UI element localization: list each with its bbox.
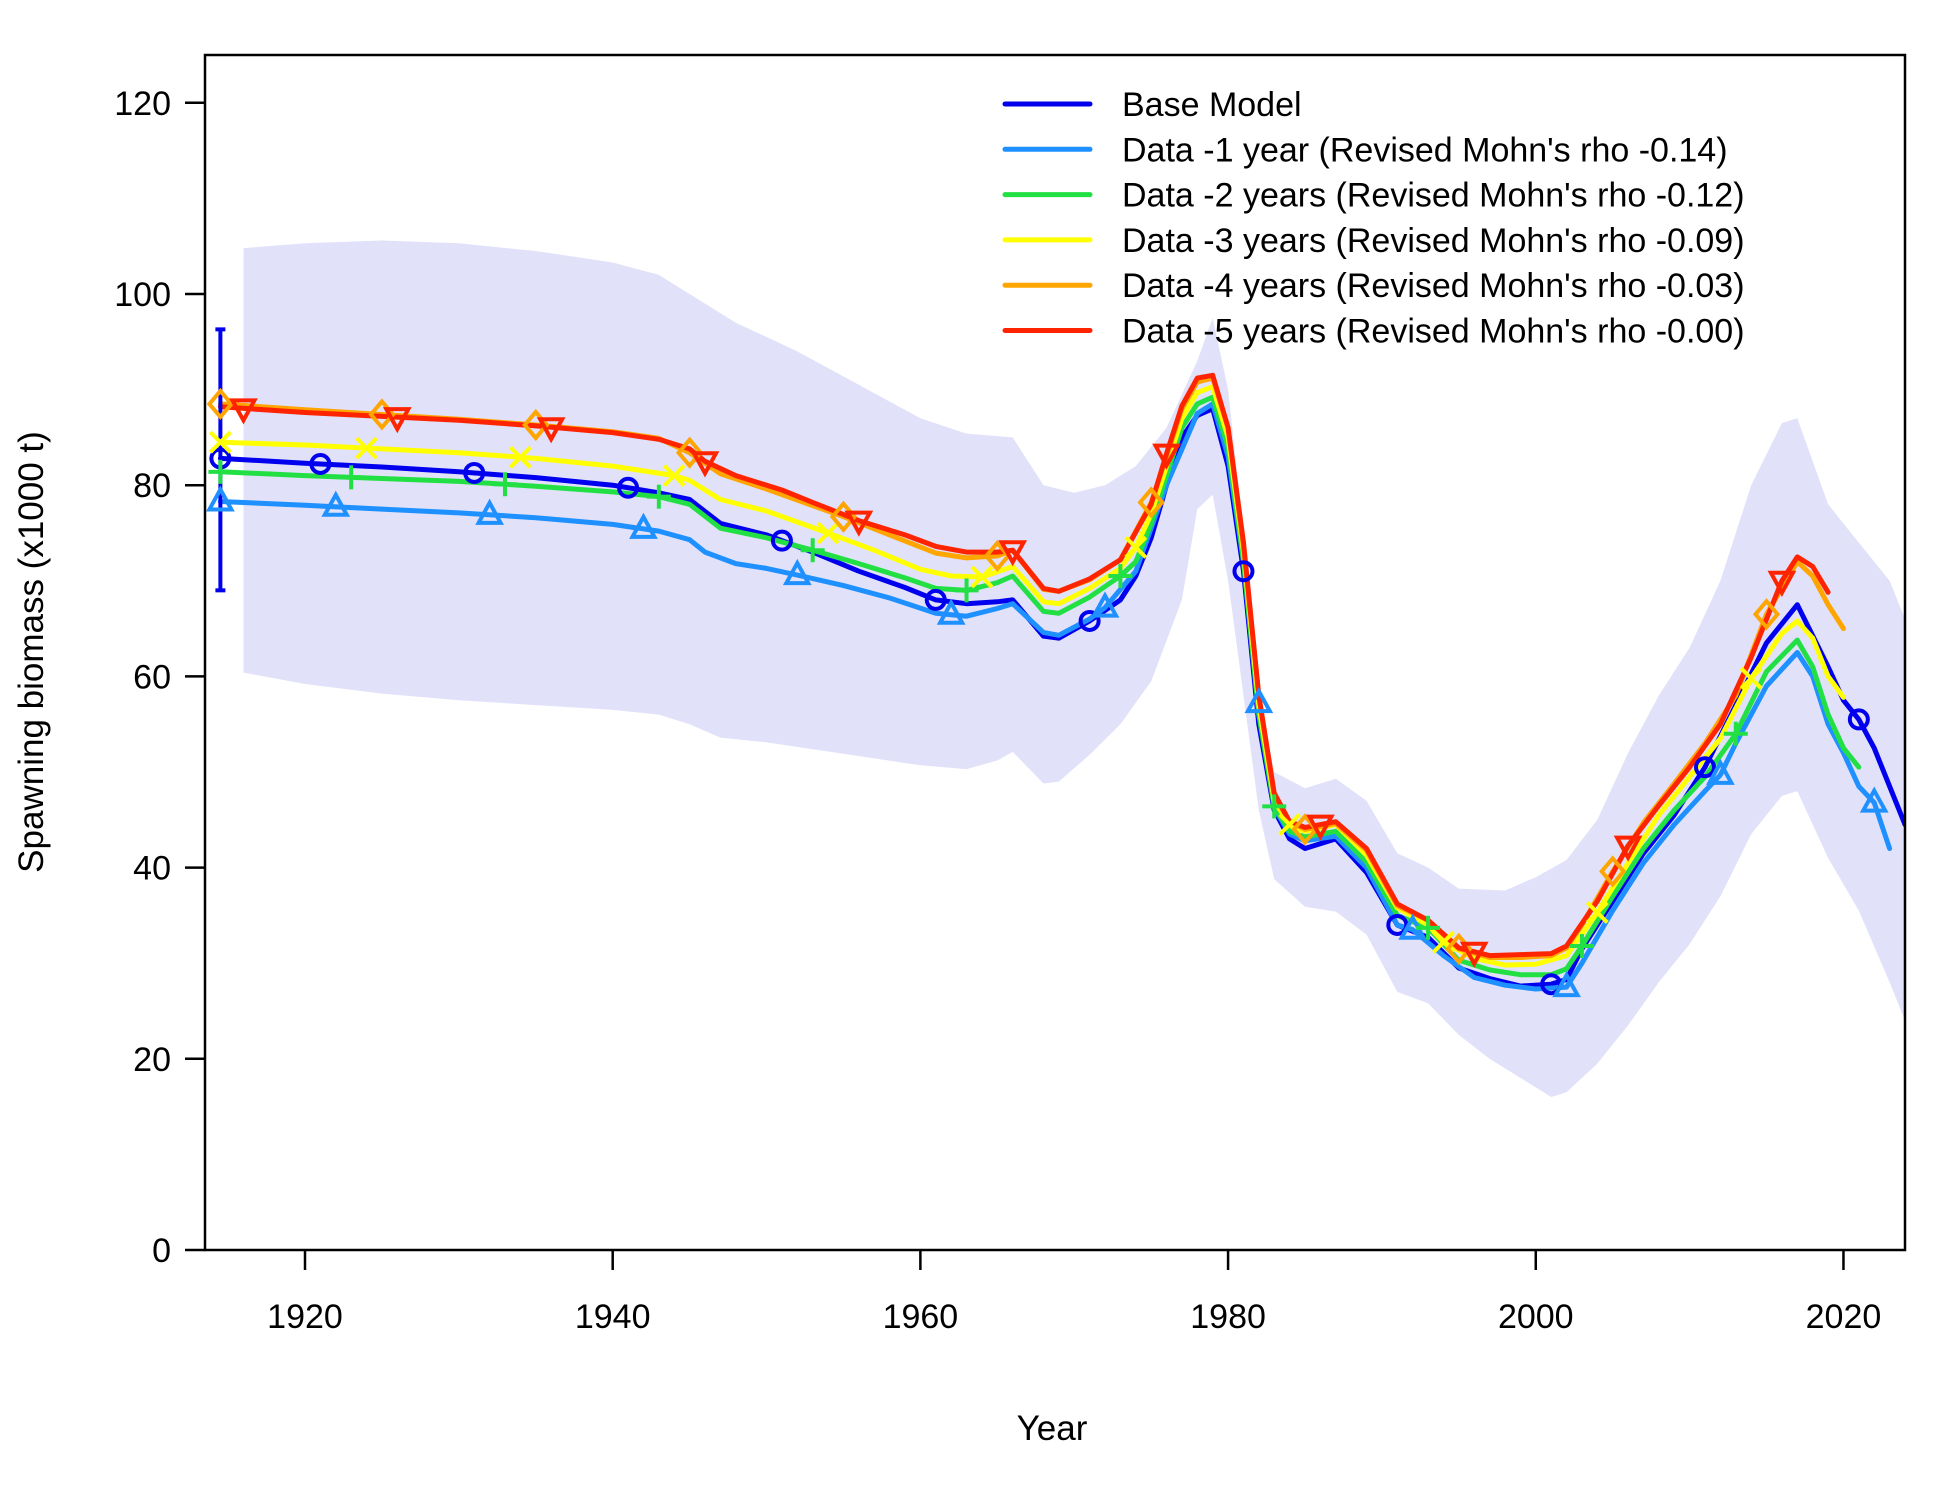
- series-2-marker-5: [954, 578, 979, 603]
- series-3-marker-1-b: [355, 436, 378, 460]
- series-0-marker-6: [1078, 609, 1101, 632]
- y-tick-label-6: 120: [114, 85, 171, 123]
- series-3-marker-5: [970, 565, 994, 589]
- series-1-marker-7: [1244, 687, 1274, 714]
- series-3-marker-6: [1124, 535, 1148, 559]
- y-tick-label-2: 40: [133, 850, 171, 888]
- series-1-marker-9: [1552, 970, 1581, 998]
- series-0-marker-2: [463, 461, 486, 484]
- series-1-marker-1: [321, 490, 351, 517]
- series-1-marker-3: [629, 512, 658, 539]
- legend-label-4: Data -4 years (Revised Mohn's rho -0.03): [1122, 267, 1745, 305]
- series-4-marker-9: [1599, 855, 1627, 888]
- series-5-marker-6: [1152, 443, 1181, 470]
- legend: Base Model Data -1 year (Revised Mohn's r…: [1002, 86, 1745, 351]
- series-3-marker-0-b: [208, 430, 232, 454]
- series-5-marker-3: [690, 451, 720, 478]
- series-3-marker-5-b: [970, 565, 994, 589]
- series-1-marker-6: [1090, 591, 1120, 618]
- series-4-marker-0: [206, 387, 235, 421]
- series-3-marker-4-b: [816, 521, 840, 545]
- series-3-marker-0: [208, 430, 232, 454]
- series-2-marker-10: [1723, 721, 1748, 746]
- series-markers-layer: [206, 327, 1889, 998]
- series-4-marker-10: [1752, 598, 1781, 631]
- legend-label-1: Data -1 year (Revised Mohn's rho -0.14): [1122, 131, 1728, 169]
- x-tick-label-5: 2020: [1806, 1298, 1882, 1336]
- series-2-marker-1: [339, 465, 364, 490]
- series-3-marker-2-b: [508, 445, 532, 469]
- series-5-marker-2: [536, 417, 566, 444]
- y-tick-label-5: 100: [114, 276, 171, 314]
- axes-layer: 0 20 40 60 80 100 120 1920 1940 1960 1980 2000 2020: [114, 85, 1881, 1336]
- series-3-marker-2: [508, 445, 532, 469]
- series-3-marker-3-b: [662, 464, 686, 488]
- series-0-marker-11: [1847, 708, 1870, 731]
- series-5-marker-10: [1767, 570, 1797, 597]
- series-0-marker-8: [1386, 913, 1409, 936]
- series-2-marker-9: [1569, 933, 1594, 958]
- x-tick-label-4: 2000: [1498, 1298, 1574, 1336]
- series-5-marker-8: [1459, 941, 1489, 968]
- legend-label-2: Data -2 years (Revised Mohn's rho -0.12): [1122, 177, 1745, 215]
- series-line-5: [217, 372, 1831, 959]
- series-2-marker-0: [208, 459, 233, 484]
- series-4-marker-3: [675, 436, 704, 469]
- uncertainty-band-layer: [243, 240, 1905, 1097]
- series-5-marker-4: [844, 510, 874, 537]
- series-line-2: [217, 394, 1862, 978]
- series-1-marker-4: [782, 558, 812, 586]
- series-1-marker-2: [475, 498, 504, 525]
- series-5-marker-1: [382, 407, 412, 434]
- series-5-marker-0: [229, 398, 258, 425]
- series-3-marker-9: [1585, 901, 1609, 924]
- series-3-marker-10: [1739, 666, 1763, 690]
- series-2-marker-2: [493, 472, 517, 497]
- series-1-marker-5: [936, 598, 966, 625]
- series-0-marker-10: [1694, 756, 1716, 779]
- series-3-marker-6-b: [1124, 535, 1148, 559]
- x-axis-title: Year: [1017, 1409, 1088, 1448]
- series-3-marker-1: [355, 436, 378, 460]
- x-tick-label-2: 1960: [883, 1298, 959, 1336]
- x-tick-label-3: 1980: [1190, 1298, 1266, 1336]
- series-1-marker-10: [1706, 758, 1735, 785]
- y-tick-label-4: 80: [133, 467, 171, 505]
- series-3-marker-3: [662, 464, 686, 488]
- y-tick-label-0: 0: [152, 1232, 171, 1270]
- series-3-marker-7-b: [1278, 813, 1302, 836]
- series-3-marker-9-b: [1585, 901, 1609, 924]
- series-1-marker-0: [206, 485, 235, 512]
- series-2-marker-4: [800, 538, 825, 563]
- series-5-marker-7: [1306, 814, 1335, 841]
- series-0-marker-3: [617, 476, 640, 499]
- y-tick-label-1: 20: [133, 1041, 171, 1079]
- series-2-marker-7: [1262, 794, 1287, 819]
- series-0-marker-5: [924, 588, 947, 611]
- series-line-3: [217, 384, 1846, 968]
- uncertainty-band: [243, 240, 1905, 1097]
- series-3-marker-10-b: [1739, 666, 1763, 690]
- series-2-marker-8: [1416, 915, 1441, 940]
- series-0-marker-4: [770, 529, 793, 552]
- series-3-marker-8-b: [1432, 930, 1455, 954]
- series-1-marker-11: [1859, 786, 1889, 813]
- series-0-marker-1: [309, 452, 332, 475]
- series-3-marker-4: [816, 521, 840, 545]
- series-2-marker-3: [646, 484, 671, 509]
- legend-label-0: Base Model: [1122, 86, 1302, 124]
- series-5-marker-9: [1613, 835, 1643, 862]
- y-axis-title: Spawning biomass (x1000 t): [12, 431, 51, 873]
- legend-label-5: Data -5 years (Revised Mohn's rho -0.00): [1122, 313, 1745, 351]
- plot-frame: [203, 53, 1907, 1252]
- series-2-marker-6: [1108, 564, 1133, 589]
- legend-label-3: Data -3 years (Revised Mohn's rho -0.09): [1122, 222, 1745, 260]
- x-tick-label-0: 1920: [267, 1298, 343, 1336]
- series-0-marker-7: [1232, 560, 1255, 583]
- x-tick-label-1: 1940: [575, 1298, 651, 1336]
- y-tick-label-3: 60: [133, 658, 171, 696]
- series-4-marker-6: [1137, 486, 1165, 519]
- series-5-marker-5: [998, 540, 1028, 567]
